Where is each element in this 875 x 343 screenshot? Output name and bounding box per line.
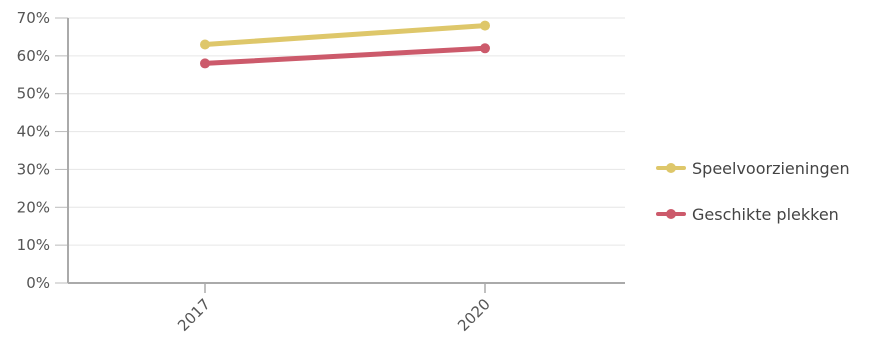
x-tick-label: 2017 [174,295,214,335]
data-point [480,20,490,31]
y-tick-label: 40% [17,123,50,141]
y-tick-label: 10% [17,236,50,254]
series-lines [200,20,490,69]
legend-swatch-marker [666,163,676,173]
legend-swatch-marker [666,209,676,219]
y-tick-label: 50% [17,85,50,103]
legend: Speelvoorzieningen Geschikte plekken [656,159,850,224]
y-tick-label: 60% [17,47,50,65]
y-tick-label: 20% [17,198,50,216]
data-point [200,39,210,50]
y-tick-label: 30% [17,160,50,178]
series-line [202,45,488,66]
y-tick-label: 70% [17,9,50,27]
x-tick-label: 2020 [454,295,494,335]
grid-lines [68,17,625,246]
series-line [202,23,488,47]
legend-label: Speelvoorzieningen [692,159,850,178]
y-tick-label: 0% [26,274,50,292]
legend-label: Geschikte plekken [692,205,839,224]
data-point [480,43,490,54]
data-point [200,58,210,69]
